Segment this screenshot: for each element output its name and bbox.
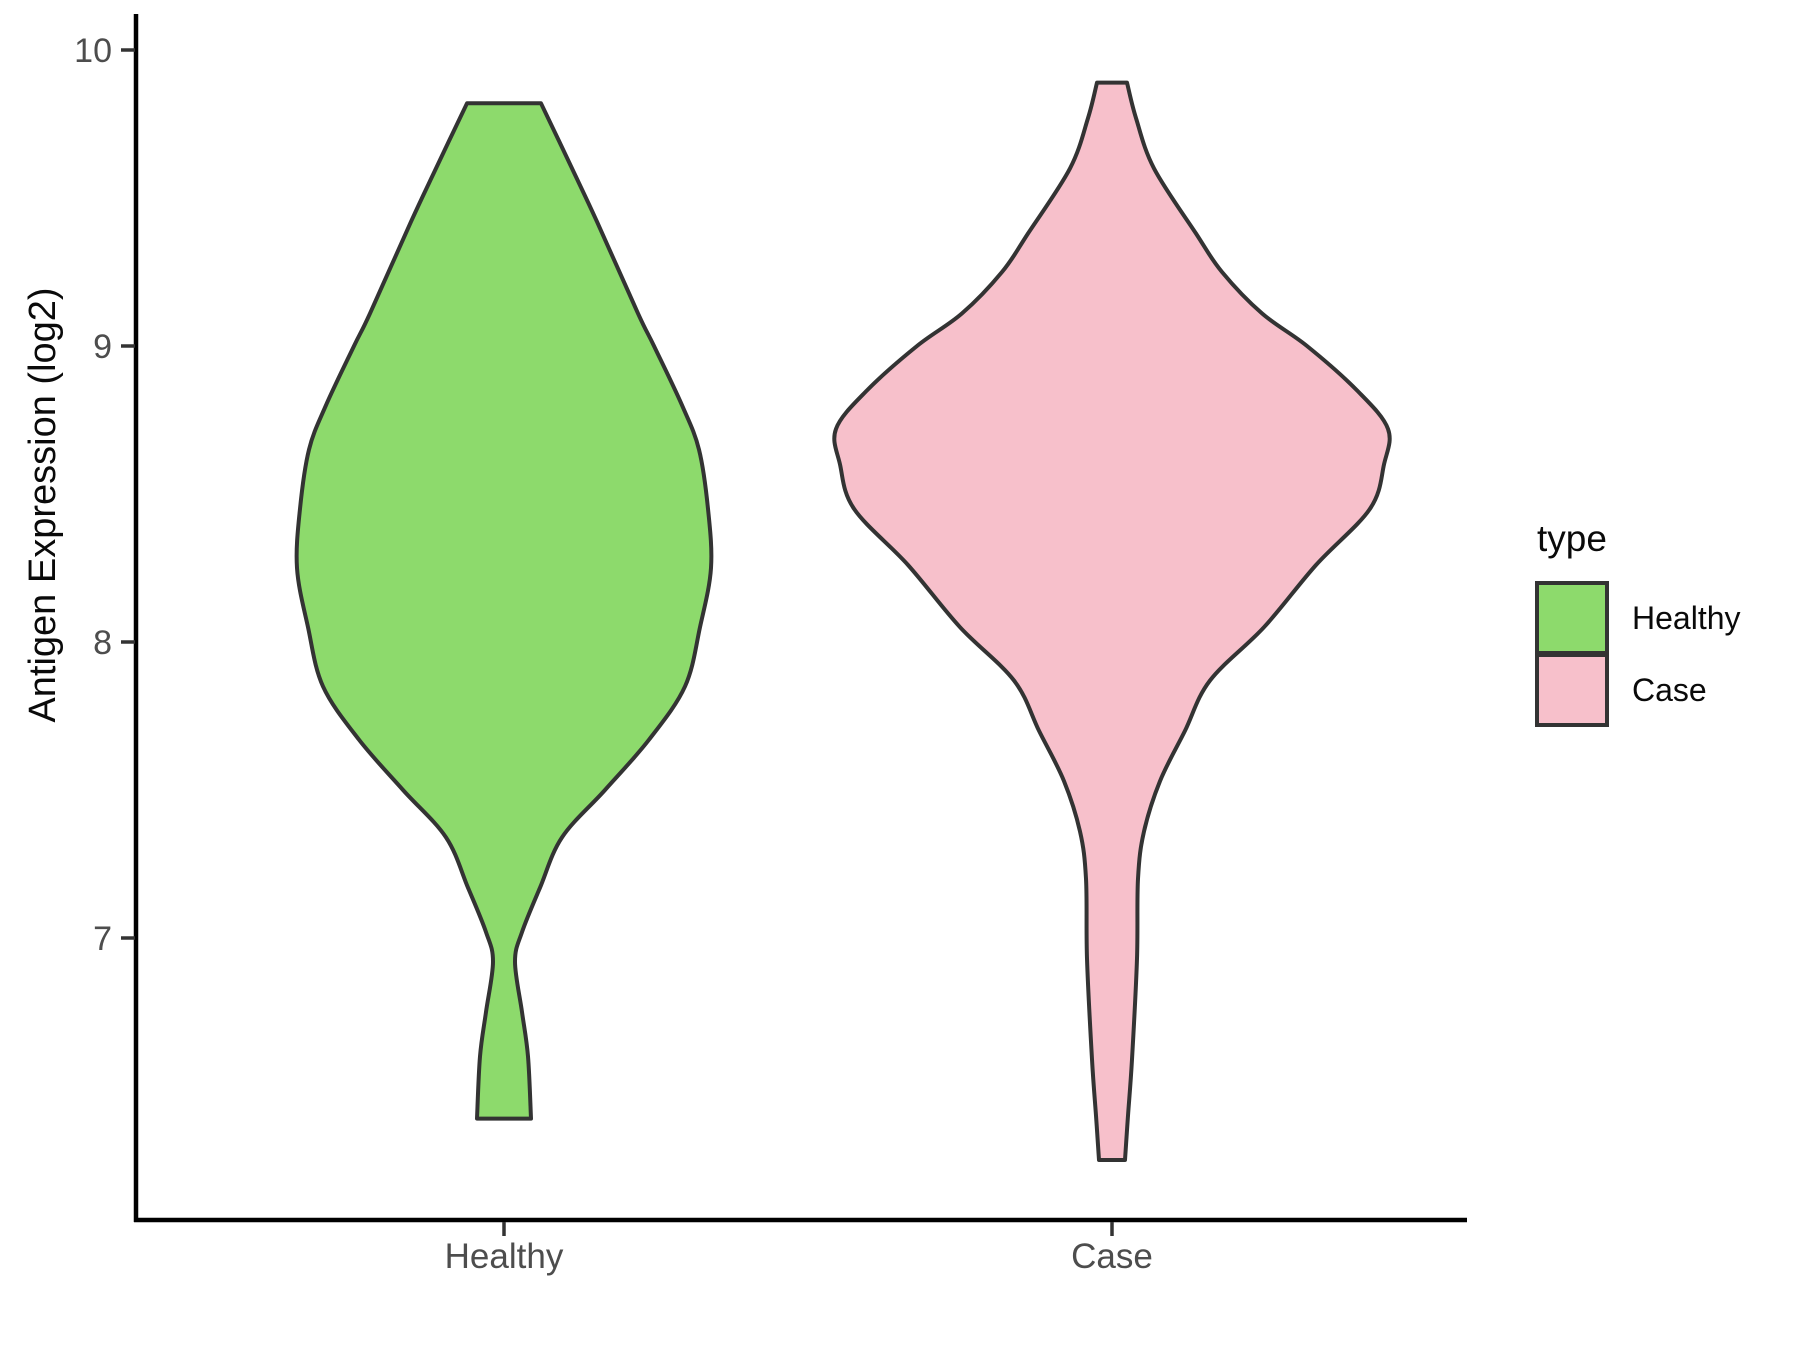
violin-healthy <box>294 101 714 1121</box>
y-tick-label: 10 <box>74 32 112 70</box>
axis-labels-group: 10 9 8 7 Healthy Case <box>74 32 1153 1276</box>
legend: type Healthy Case <box>1535 518 1741 727</box>
violins-group <box>294 80 1392 1162</box>
y-tick-label: 9 <box>93 328 112 366</box>
y-tick-label: 7 <box>93 920 112 958</box>
legend-key-case <box>1535 653 1609 727</box>
legend-title: type <box>1537 518 1607 559</box>
legend-entries-group: Healthy Case <box>1535 581 1741 727</box>
legend-label-healthy: Healthy <box>1632 600 1741 636</box>
legend-key-healthy <box>1535 581 1609 655</box>
legend-label-case: Case <box>1632 672 1707 708</box>
axes-group <box>121 14 1467 1236</box>
x-tick-label: Healthy <box>445 1237 564 1276</box>
y-tick-label: 8 <box>93 624 112 662</box>
violin-case <box>832 80 1392 1162</box>
y-axis-title: Antigen Expression (log2) <box>22 287 64 722</box>
x-tick-label: Case <box>1071 1237 1153 1276</box>
